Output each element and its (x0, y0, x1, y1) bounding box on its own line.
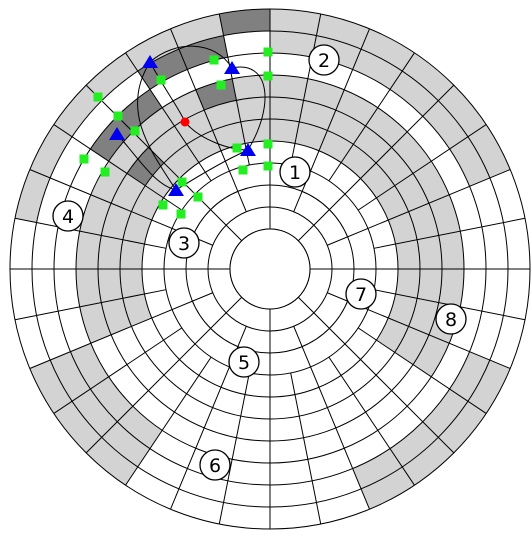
label-6-circle (199, 449, 231, 481)
light-shade-region-2 (75, 75, 270, 344)
grid-spoke-8 (373, 217, 526, 249)
label-6: 6 (199, 449, 231, 481)
grid-spoke-4 (328, 52, 415, 182)
grid-spoke-31 (170, 28, 247, 212)
green-square-marker-11 (232, 143, 242, 153)
connection-curve-4 (116, 133, 177, 191)
label-1-text: 1 (289, 162, 301, 184)
blue-triangle-marker-5 (168, 183, 184, 196)
grid-spoke-23 (29, 292, 213, 369)
region-labels: 1 2 3 4 5 6 7 8 (52, 44, 467, 481)
label-6-text: 6 (209, 455, 221, 477)
green-square-marker-14 (263, 161, 273, 171)
grid-spoke-26 (14, 217, 167, 249)
label-7-text: 7 (355, 284, 367, 306)
grid-spoke-20 (125, 356, 212, 486)
connection-curve-3 (136, 61, 177, 191)
green-square-marker-6 (100, 167, 110, 177)
label-5: 5 (228, 346, 260, 378)
blue-triangle-marker-1 (142, 55, 158, 68)
polar-grid (9, 8, 531, 530)
green-square-marker-3 (130, 126, 140, 136)
grid-spoke-7 (327, 169, 511, 246)
grid-spoke-28 (53, 124, 183, 211)
blue-triangle-marker-3 (109, 127, 125, 140)
red-circle-marker (180, 117, 190, 127)
label-2-circle (308, 44, 340, 76)
grid-spoke-5 (297, 84, 455, 242)
dark-shade-region-5 (219, 9, 270, 36)
green-square-marker-8 (216, 80, 226, 90)
green-square-marker-2 (113, 111, 123, 121)
label-3-text: 3 (178, 233, 190, 255)
label-5-circle (228, 346, 260, 378)
label-7-circle (345, 278, 377, 310)
grid-spoke-14 (328, 356, 415, 486)
label-1: 1 (279, 156, 311, 188)
blue-triangle-marker-4 (240, 143, 256, 156)
grid-spoke-32 (218, 13, 250, 166)
label-8-text: 8 (445, 309, 457, 331)
grid-spoke-13 (297, 296, 455, 454)
grid-spoke-21 (85, 296, 243, 454)
green-square-marker-13 (238, 165, 248, 175)
grid-spoke-29 (85, 84, 243, 242)
green-square-marker-9 (263, 47, 273, 57)
label-2: 2 (308, 44, 340, 76)
grid-spoke-24 (14, 289, 167, 321)
light-shade-region-5 (29, 343, 163, 486)
grid-spoke-16 (290, 372, 322, 525)
green-square-marker-1 (93, 92, 103, 102)
center-hole (229, 228, 311, 310)
grid-spoke-6 (357, 124, 487, 211)
label-3-circle (168, 227, 200, 259)
point-markers (79, 47, 273, 219)
green-square-marker-12 (263, 139, 273, 149)
label-5-text: 5 (238, 352, 250, 374)
green-square-marker-10 (263, 71, 273, 81)
green-square-marker-5 (79, 154, 89, 164)
label-2-text: 2 (318, 50, 330, 72)
label-4-text: 4 (62, 206, 74, 228)
grid-spoke-22 (53, 327, 183, 414)
green-square-marker-4 (156, 75, 166, 85)
green-square-marker-15 (177, 177, 187, 187)
green-square-marker-18 (193, 192, 203, 202)
green-square-marker-17 (176, 209, 186, 219)
grid-spoke-15 (293, 326, 370, 510)
blue-triangle-marker-2 (224, 61, 240, 74)
connection-curve-7 (184, 121, 249, 151)
green-square-marker-7 (209, 55, 219, 65)
label-7: 7 (345, 278, 377, 310)
grid-spoke-12 (357, 327, 487, 414)
label-8: 8 (435, 303, 467, 335)
connection-curve-1 (149, 45, 233, 69)
label-4: 4 (52, 200, 84, 232)
green-square-marker-16 (158, 200, 168, 210)
label-8-circle (435, 303, 467, 335)
label-3: 3 (168, 227, 200, 259)
grid-spoke-18 (218, 372, 250, 525)
connection-curve-2 (231, 66, 266, 151)
grid-spoke-2 (290, 13, 322, 166)
label-1-circle (279, 156, 311, 188)
label-4-circle (52, 200, 84, 232)
grid-spoke-30 (125, 52, 212, 182)
